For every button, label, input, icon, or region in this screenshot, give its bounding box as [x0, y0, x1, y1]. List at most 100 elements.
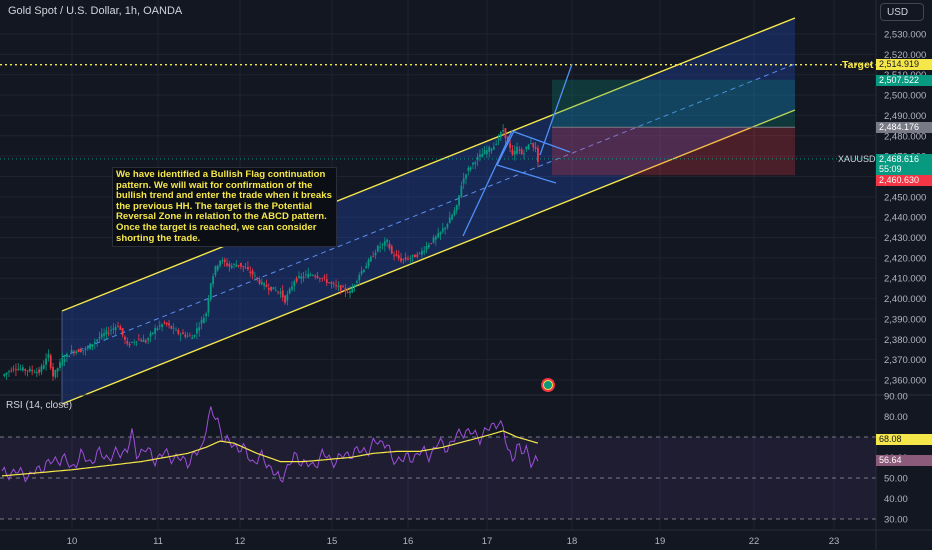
candle: [295, 276, 298, 284]
candle-body: [369, 256, 372, 262]
candle: [437, 227, 440, 239]
channel-upper-line: [61, 17, 796, 312]
candle-body: [202, 317, 205, 324]
candle-body: [142, 339, 145, 342]
date-tick-label: 16: [403, 536, 414, 547]
rsi-line: [1, 406, 539, 483]
target-label: Target: [842, 59, 874, 71]
candle-body: [383, 241, 386, 246]
price-tick-label: 2,520.000: [884, 50, 926, 61]
stop-loss-zone: [552, 127, 795, 176]
candle: [107, 327, 110, 337]
candle-body: [439, 231, 442, 235]
candle: [240, 262, 242, 270]
analysis-note[interactable]: We have identified a Bullish Flag contin…: [112, 167, 337, 248]
candle-body: [28, 368, 31, 372]
currency-button[interactable]: USD: [880, 3, 924, 21]
candle: [117, 321, 119, 328]
candle-body: [509, 143, 511, 148]
candle: [534, 142, 537, 153]
candle: [523, 149, 525, 160]
candle: [137, 333, 140, 341]
candle-body: [291, 286, 293, 290]
candle: [249, 266, 252, 278]
candle: [395, 249, 398, 257]
candle: [189, 332, 191, 337]
candle-body: [284, 295, 286, 303]
candle-body: [240, 262, 242, 267]
candle-body: [59, 362, 61, 368]
candle: [73, 349, 75, 357]
candle: [198, 322, 201, 337]
candle: [474, 160, 477, 170]
candle-body: [404, 257, 407, 260]
candle-body: [147, 338, 150, 341]
candle: [284, 294, 286, 305]
candle-body: [481, 154, 484, 158]
candle: [446, 222, 449, 230]
candle-body: [189, 335, 191, 337]
candle: [444, 226, 447, 235]
candle-body: [318, 278, 321, 279]
candle-body: [516, 146, 518, 154]
bullish-flag-drawing[interactable]: [462, 63, 573, 237]
rsi-value-tag: 56.64: [876, 455, 932, 466]
candle-body: [256, 277, 259, 279]
candle: [133, 339, 136, 346]
candle: [114, 324, 117, 337]
candle: [300, 272, 303, 284]
candle: [511, 145, 514, 157]
event-marker-inner: [543, 380, 553, 390]
candle-body: [49, 355, 52, 368]
rsi-title: RSI (14, close): [6, 400, 73, 411]
candle: [298, 271, 300, 280]
candle: [128, 341, 131, 348]
price-tick-label: 2,530.000: [884, 30, 926, 41]
candle-body: [518, 149, 521, 151]
candle-body: [140, 340, 143, 342]
candle: [488, 145, 491, 158]
candle-body: [321, 277, 324, 279]
candle: [388, 240, 391, 251]
candle-body: [56, 368, 59, 372]
candle: [163, 320, 166, 325]
candle: [131, 341, 133, 344]
candle: [383, 237, 386, 252]
candle: [91, 344, 94, 351]
chart-overlays: [541, 378, 555, 392]
candle-body: [492, 146, 495, 150]
candle: [532, 142, 535, 152]
candle: [472, 161, 474, 170]
candle-body: [372, 256, 375, 258]
price-tick-label: 2,480.000: [884, 131, 926, 142]
candle-body: [144, 340, 147, 343]
long-position-tool[interactable]: [0, 63, 876, 176]
candle-body: [230, 265, 233, 268]
candle-body: [337, 285, 340, 287]
candle-body: [534, 146, 537, 149]
candle-body: [251, 270, 254, 275]
candle: [26, 370, 29, 377]
candle-body: [388, 243, 391, 249]
candle: [233, 262, 235, 269]
candle-body: [242, 265, 245, 268]
candle: [485, 145, 488, 159]
candle: [119, 324, 122, 331]
candle-body: [339, 285, 342, 291]
candle: [518, 146, 521, 155]
candle-body: [298, 276, 300, 278]
candle: [226, 258, 228, 268]
candle-body: [432, 237, 435, 243]
candle: [237, 264, 240, 268]
candle-body: [365, 266, 368, 269]
candle-body: [286, 294, 289, 301]
candle-body: [31, 370, 34, 372]
rsi-ma-tag: 68.08: [876, 434, 932, 445]
candle-body: [476, 156, 479, 161]
candle: [193, 334, 196, 339]
candle-body: [353, 284, 356, 287]
candle: [349, 286, 351, 299]
candle: [458, 195, 460, 210]
candle: [520, 147, 523, 155]
